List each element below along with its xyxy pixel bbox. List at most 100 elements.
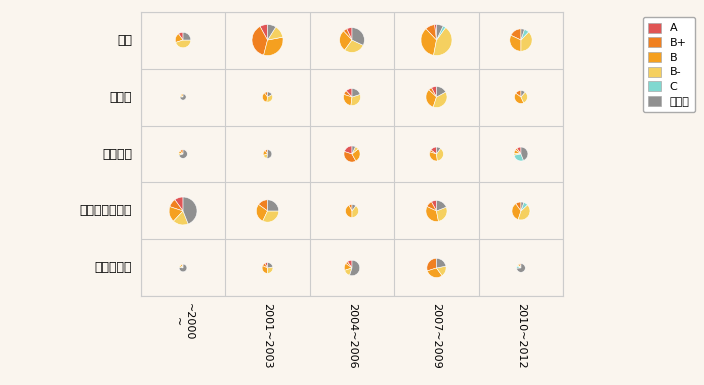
Wedge shape [436, 201, 446, 211]
Wedge shape [511, 29, 521, 40]
Wedge shape [345, 268, 352, 275]
Text: ~2000
~: ~2000 ~ [172, 303, 194, 341]
Wedge shape [352, 204, 356, 211]
Wedge shape [432, 201, 436, 211]
Text: 雪印メグミルク: 雪印メグミルク [80, 204, 132, 218]
Wedge shape [262, 266, 268, 273]
Wedge shape [263, 211, 279, 222]
Wedge shape [517, 265, 521, 268]
Wedge shape [521, 32, 532, 51]
Wedge shape [521, 29, 524, 40]
Wedge shape [515, 202, 521, 211]
Wedge shape [176, 40, 191, 48]
Wedge shape [436, 148, 444, 161]
Wedge shape [182, 264, 183, 268]
Wedge shape [180, 95, 183, 97]
Wedge shape [175, 197, 183, 211]
Wedge shape [179, 150, 187, 158]
Wedge shape [426, 90, 436, 107]
Text: 花王: 花王 [118, 33, 132, 47]
Wedge shape [349, 204, 352, 211]
Wedge shape [436, 207, 447, 221]
Wedge shape [252, 27, 268, 55]
Wedge shape [352, 147, 358, 154]
Wedge shape [268, 25, 276, 40]
Wedge shape [180, 264, 183, 268]
Wedge shape [183, 32, 191, 40]
Wedge shape [421, 29, 436, 55]
Wedge shape [352, 146, 356, 154]
Wedge shape [344, 91, 352, 97]
Wedge shape [426, 25, 436, 40]
Wedge shape [263, 263, 268, 268]
Wedge shape [346, 205, 352, 218]
Wedge shape [512, 204, 521, 219]
Wedge shape [515, 148, 521, 154]
Wedge shape [180, 94, 183, 97]
Wedge shape [175, 34, 183, 42]
Wedge shape [521, 90, 525, 97]
Wedge shape [429, 88, 436, 97]
Wedge shape [427, 268, 442, 278]
Wedge shape [268, 92, 272, 97]
Wedge shape [517, 264, 525, 272]
Wedge shape [268, 27, 283, 40]
Wedge shape [521, 92, 527, 103]
Text: 2007~2009: 2007~2009 [432, 303, 441, 369]
Wedge shape [352, 28, 365, 45]
Wedge shape [352, 206, 358, 218]
Wedge shape [518, 205, 530, 220]
Wedge shape [263, 93, 268, 102]
Wedge shape [258, 200, 268, 211]
Wedge shape [179, 151, 183, 154]
Wedge shape [426, 206, 439, 221]
Wedge shape [434, 25, 436, 40]
Wedge shape [267, 95, 272, 102]
Wedge shape [344, 263, 352, 270]
Text: 伊藤園: 伊藤園 [110, 90, 132, 104]
Wedge shape [436, 258, 446, 268]
Wedge shape [344, 29, 352, 40]
Wedge shape [183, 197, 197, 224]
Wedge shape [173, 211, 188, 225]
Wedge shape [521, 147, 528, 161]
Wedge shape [260, 25, 268, 40]
Wedge shape [520, 264, 521, 268]
Wedge shape [268, 263, 273, 268]
Wedge shape [434, 27, 452, 55]
Wedge shape [514, 150, 521, 154]
Wedge shape [265, 150, 268, 154]
Wedge shape [436, 87, 446, 97]
Wedge shape [345, 40, 363, 52]
Wedge shape [179, 153, 183, 155]
Text: 2004~2006: 2004~2006 [347, 303, 357, 369]
Wedge shape [352, 149, 360, 161]
Wedge shape [344, 152, 356, 162]
Wedge shape [263, 154, 268, 158]
Text: 森永乳業: 森永乳業 [102, 147, 132, 161]
Wedge shape [344, 94, 352, 105]
Wedge shape [268, 200, 279, 211]
Text: サントリー: サントリー [95, 261, 132, 275]
Wedge shape [346, 262, 352, 268]
Wedge shape [346, 89, 352, 97]
Wedge shape [427, 258, 436, 271]
Wedge shape [169, 207, 183, 221]
Wedge shape [514, 153, 521, 155]
Wedge shape [436, 266, 446, 276]
Wedge shape [432, 87, 436, 97]
Wedge shape [350, 260, 360, 276]
Wedge shape [517, 264, 521, 268]
Wedge shape [170, 200, 183, 211]
Wedge shape [433, 92, 447, 107]
Wedge shape [351, 94, 360, 105]
Wedge shape [346, 28, 352, 40]
Wedge shape [515, 93, 524, 104]
Wedge shape [180, 150, 183, 154]
Legend: A, B+, B, B-, C, 対象外: A, B+, B, B-, C, 対象外 [643, 17, 695, 112]
Wedge shape [436, 25, 443, 40]
Wedge shape [268, 267, 273, 273]
Wedge shape [521, 29, 529, 40]
Wedge shape [344, 146, 352, 154]
Wedge shape [267, 150, 272, 158]
